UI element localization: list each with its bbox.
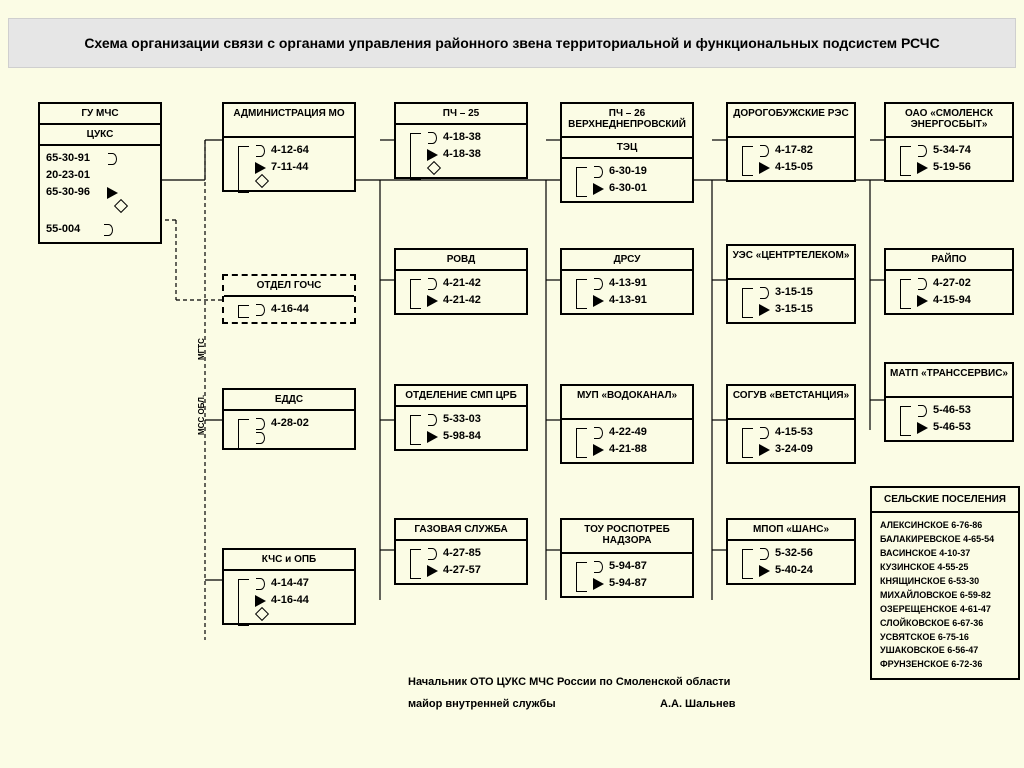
vlabel-mss: МСС ОБЛ. [197,395,206,435]
box-rovd: РОВД 4-21-424-21-42 [394,248,528,315]
vodo-phones: 4-22-494-21-88 [568,424,688,458]
box-admin: АДМИНИСТРАЦИЯ МО 4-12-647-11-44 [222,102,356,192]
box-raipo: РАЙПО 4-27-024-15-94 [884,248,1014,315]
title-banner: Схема организации связи с органами управ… [8,18,1016,68]
smp-phones: 5-33-035-98-84 [402,411,522,445]
rovd-phones: 4-21-424-21-42 [402,275,522,309]
mpop-phones: 5-32-565-40-24 [734,545,850,579]
box-res: ДОРОГОБУЖСКИЕ РЭС 4-17-824-15-05 [726,102,856,182]
box-rural: СЕЛЬСКИЕ ПОСЕЛЕНИЯ АЛЕКСИНСКОЕ 6-76-86БА… [870,486,1020,680]
ues-phones: 3-15-153-15-15 [734,284,850,318]
box-edds: ЕДДС 4-28-02 [222,388,356,450]
box-pch26: ПЧ – 26 ВЕРХНЕДНЕПРОВСКИЙ ТЭЦ 6-30-196-3… [560,102,694,203]
box-pch25: ПЧ – 25 4-18-384-18-38 [394,102,528,179]
soguv-phones: 4-15-533-24-09 [734,424,850,458]
box-gu-mchs: ГУ МЧС ЦУКС 65-30-91 20-23-01 65-30-96 5… [38,102,162,244]
box-energo: ОАО «СМОЛЕНСК ЭНЕРГОСБЫТ» 5-34-745-19-56 [884,102,1014,182]
box-vodo: МУП «ВОДОКАНАЛ» 4-22-494-21-88 [560,384,694,464]
gu-hdr: ГУ МЧС [40,104,160,123]
gu-phones: 65-30-91 20-23-01 65-30-96 55-004 [46,150,156,238]
gaz-phones: 4-27-854-27-57 [402,545,522,579]
footer-line1: Начальник ОТО ЦУКС МЧС России по Смоленс… [408,676,730,688]
rospot-phones: 5-94-875-94-87 [568,558,688,592]
box-smp: ОТДЕЛЕНИЕ СМП ЦРБ 5-33-035-98-84 [394,384,528,451]
vlabel-mgts: МГТС [197,338,206,360]
kchs-phones: 4-14-474-16-44 [230,575,350,619]
footer-line2b: А.А. Шальнев [660,698,736,710]
admin-phones: 4-12-647-11-44 [230,142,350,186]
drsu-phones: 4-13-914-13-91 [568,275,688,309]
box-drsu: ДРСУ 4-13-914-13-91 [560,248,694,315]
pch25-phones: 4-18-384-18-38 [402,129,522,173]
box-gaz: ГАЗОВАЯ СЛУЖБА 4-27-854-27-57 [394,518,528,585]
box-kchs: КЧС и ОПБ 4-14-474-16-44 [222,548,356,625]
footer-line2a: майор внутренней службы [408,698,556,710]
res-phones: 4-17-824-15-05 [734,142,850,176]
energo-phones: 5-34-745-19-56 [892,142,1008,176]
rural-list: АЛЕКСИНСКОЕ 6-76-86БАЛАКИРЕВСКОЕ 4-65-54… [872,511,1018,678]
box-gochs: ОТДЕЛ ГОЧС 4-16-44 [222,274,356,324]
box-mpop: МПОП «ШАНС» 5-32-565-40-24 [726,518,856,585]
edds-phones: 4-28-02 [230,415,350,444]
box-soguv: СОГУВ «ВЕТСТАНЦИЯ» 4-15-533-24-09 [726,384,856,464]
box-ues: УЭС «ЦЕНТРТЕЛЕКОМ» 3-15-153-15-15 [726,244,856,324]
gochs-phones: 4-16-44 [230,301,350,318]
raipo-phones: 4-27-024-15-94 [892,275,1008,309]
gu-sub: ЦУКС [40,123,160,144]
box-matp: МАТП «ТРАНССЕРВИС» 5-46-535-46-53 [884,362,1014,442]
matp-phones: 5-46-535-46-53 [892,402,1008,436]
title-text: Схема организации связи с органами управ… [84,34,939,52]
box-rospot: ТОУ РОСПОТРЕБ НАДЗОРА 5-94-875-94-87 [560,518,694,598]
pch26-phones: 6-30-196-30-01 [568,163,688,197]
